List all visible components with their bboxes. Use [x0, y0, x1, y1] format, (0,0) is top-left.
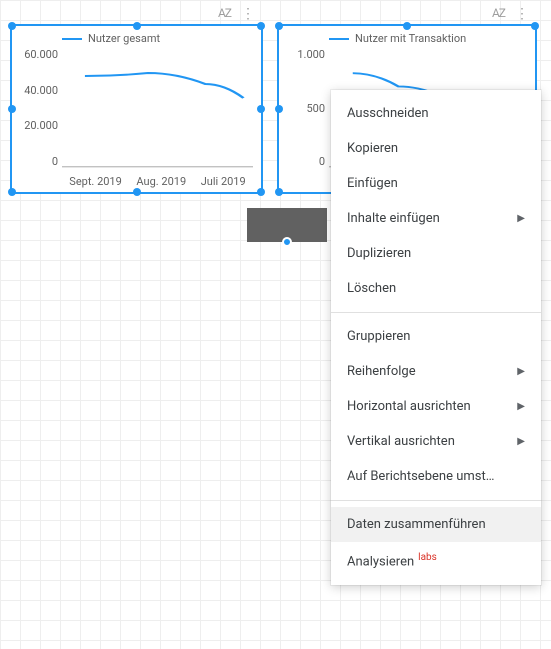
more-icon[interactable]: ⋮ [515, 6, 529, 22]
menu-item[interactable]: Kopieren [331, 131, 541, 166]
x-tick: Sept. 2019 [69, 175, 122, 188]
resize-handle[interactable] [275, 105, 283, 113]
menu-item-label: Inhalte einfügen [347, 211, 440, 226]
menu-item[interactable]: Daten zusammenführen [331, 507, 541, 542]
legend: Nutzer gesamt [62, 32, 160, 45]
labs-badge: labs [418, 552, 437, 563]
resize-handle[interactable] [8, 22, 16, 30]
menu-item[interactable]: Einfügen [331, 166, 541, 201]
menu-item-label: Auf Berichtsebene umst… [347, 469, 494, 484]
resize-handle[interactable] [257, 22, 265, 30]
menu-separator [331, 312, 541, 313]
resize-handle[interactable] [257, 105, 265, 113]
y-axis: 1.000 500 0 [283, 48, 325, 168]
menu-item-label: Duplizieren [347, 246, 411, 261]
context-menu: Ausschneiden Kopieren Einfügen Inhalte einf… [331, 90, 541, 585]
y-tick: 40.000 [16, 84, 58, 97]
resize-handle[interactable] [275, 22, 283, 30]
menu-item[interactable]: Reihenfolge ▶ [331, 354, 541, 389]
resize-handle[interactable] [8, 188, 16, 196]
menu-item-label: Kopieren [347, 141, 398, 156]
menu-item-label: Horizontal ausrichten [347, 399, 471, 414]
legend-line [329, 38, 349, 40]
legend-label: Nutzer mit Transaktion [355, 32, 466, 45]
y-tick: 1.000 [283, 48, 325, 61]
menu-separator [331, 500, 541, 501]
resize-handle[interactable] [133, 188, 141, 196]
x-axis: Sept. 2019 Aug. 2019 Juli 2019 [62, 175, 253, 188]
report-canvas[interactable]: AZ ⋮ Nutzer gesamt 60.000 40.000 20.000 … [0, 0, 551, 649]
menu-item-label: Daten zusammenführen [347, 517, 486, 532]
menu-item[interactable]: Ausschneiden [331, 96, 541, 131]
resize-handle[interactable] [275, 188, 283, 196]
menu-item-label: Reihenfolge [347, 364, 416, 379]
sort-icon[interactable]: AZ [492, 6, 505, 20]
plot-area [62, 48, 253, 168]
more-icon[interactable]: ⋮ [241, 6, 255, 22]
menu-item[interactable]: Duplizieren [331, 236, 541, 271]
y-tick: 500 [283, 102, 325, 115]
menu-item-label: Löschen [347, 281, 396, 296]
y-tick: 20.000 [16, 119, 58, 132]
x-tick: Juli 2019 [201, 175, 246, 188]
resize-handle[interactable] [8, 105, 16, 113]
y-tick: 60.000 [16, 48, 58, 61]
menu-item[interactable]: Vertikal ausrichten ▶ [331, 424, 541, 459]
menu-item[interactable]: Horizontal ausrichten ▶ [331, 389, 541, 424]
menu-item[interactable]: Löschen [331, 271, 541, 306]
menu-item-label: Analysierenlabs [347, 552, 437, 569]
resize-handle[interactable] [531, 22, 539, 30]
submenu-arrow-icon: ▶ [517, 213, 525, 224]
menu-item[interactable]: Analysierenlabs [331, 542, 541, 579]
menu-item-label: Vertikal ausrichten [347, 434, 455, 449]
menu-item[interactable]: Gruppieren [331, 319, 541, 354]
submenu-arrow-icon: ▶ [517, 401, 525, 412]
menu-item[interactable]: Inhalte einfügen ▶ [331, 201, 541, 236]
legend-line [62, 38, 82, 40]
resize-handle[interactable] [133, 22, 141, 30]
chart-1[interactable]: AZ ⋮ Nutzer gesamt 60.000 40.000 20.000 … [10, 24, 263, 194]
y-axis: 60.000 40.000 20.000 0 [16, 48, 58, 168]
submenu-arrow-icon: ▶ [517, 366, 525, 377]
resize-handle[interactable] [257, 188, 265, 196]
selection-handle[interactable] [282, 237, 292, 247]
x-tick: Aug. 2019 [136, 175, 186, 188]
menu-item-label: Einfügen [347, 176, 398, 191]
menu-item-label: Gruppieren [347, 329, 410, 344]
sort-icon[interactable]: AZ [218, 6, 231, 20]
y-tick: 0 [283, 155, 325, 168]
menu-item[interactable]: Auf Berichtsebene umst… [331, 459, 541, 494]
menu-item-label: Ausschneiden [347, 106, 429, 121]
submenu-arrow-icon: ▶ [517, 436, 525, 447]
y-tick: 0 [16, 155, 58, 168]
legend: Nutzer mit Transaktion [329, 32, 466, 45]
legend-label: Nutzer gesamt [88, 32, 160, 45]
resize-handle[interactable] [403, 22, 411, 30]
